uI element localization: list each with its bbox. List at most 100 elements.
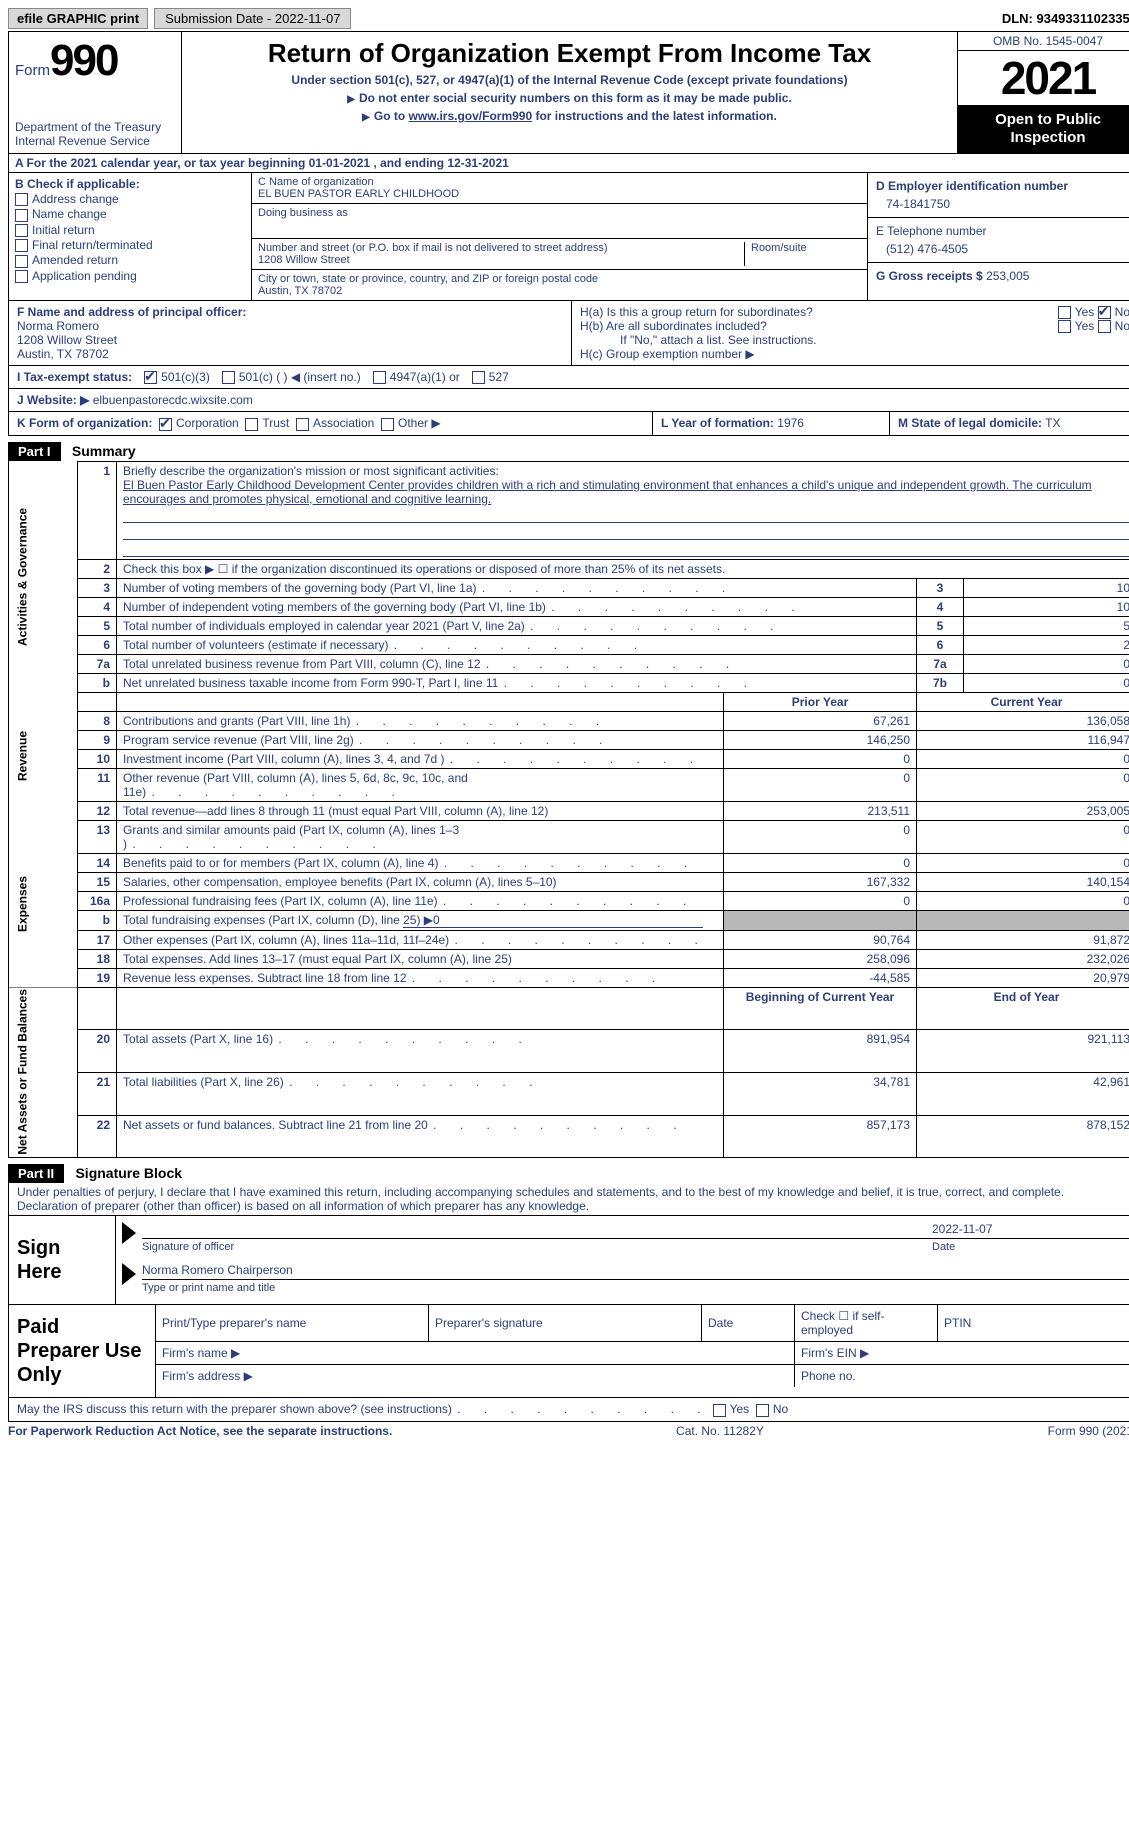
discuss-row: May the IRS discuss this return with the… — [8, 1398, 1129, 1421]
goto-pre: Go to — [374, 109, 409, 123]
dept-label: Department of the Treasury Internal Reve… — [15, 120, 175, 148]
addr-label: Number and street (or P.O. box if mail i… — [258, 242, 744, 254]
table-row: 22Net assets or fund balances. Subtract … — [9, 1115, 1129, 1158]
sign-name-label: Type or print name and title — [142, 1282, 1129, 1294]
prep-sig-label: Preparer's signature — [429, 1305, 702, 1342]
hb-label: H(b) Are all subordinates included? — [580, 319, 1058, 333]
q2-text: Check this box ▶ ☐ if the organization d… — [117, 559, 1129, 578]
footer-right: Form 990 (2021) — [1048, 1424, 1129, 1438]
calendar-year-row: A For the 2021 calendar year, or tax yea… — [8, 154, 1129, 172]
prep-name-label: Print/Type preparer's name — [156, 1305, 429, 1342]
vlabel-expenses: Expenses — [9, 820, 78, 987]
form-number: 990 — [50, 36, 117, 85]
officer-group-box: F Name and address of principal officer:… — [8, 301, 1129, 366]
phone-value: (512) 476-4505 — [876, 242, 1129, 256]
col-boy: Beginning of Current Year — [724, 987, 917, 1030]
tax-year: 2021 — [958, 51, 1129, 105]
officer-addr1: 1208 Willow Street — [17, 333, 563, 347]
check-final-return[interactable]: Final return/terminated — [15, 238, 245, 252]
vlabel-revenue: Revenue — [9, 692, 78, 820]
check-amended-return[interactable]: Amended return — [15, 253, 245, 267]
check-trust[interactable] — [245, 418, 258, 431]
subtitle-2: Do not enter social security numbers on … — [359, 91, 792, 105]
table-row: 11Other revenue (Part VIII, column (A), … — [9, 768, 1129, 801]
vlabel-activities: Activities & Governance — [9, 461, 78, 692]
form-word: Form — [15, 62, 50, 79]
table-row: 4 Number of independent voting members o… — [9, 597, 1129, 616]
m-label: M State of legal domicile: — [898, 416, 1042, 430]
website-row: J Website: ▶ elbuenpastorecdc.wixsite.co… — [8, 389, 1129, 412]
footer-left: For Paperwork Reduction Act Notice, see … — [8, 1424, 392, 1438]
table-row: 10Investment income (Part VIII, column (… — [9, 749, 1129, 768]
prep-date-label: Date — [702, 1305, 795, 1342]
hb-yes-check[interactable] — [1058, 320, 1071, 333]
table-row: 7a Total unrelated business revenue from… — [9, 654, 1129, 673]
table-row: 19Revenue less expenses. Subtract line 1… — [9, 968, 1129, 987]
ha-no-check[interactable] — [1098, 306, 1111, 319]
footer-mid: Cat. No. 11282Y — [676, 1424, 764, 1438]
gross-label: G Gross receipts $ — [876, 269, 983, 283]
ein-label: D Employer identification number — [876, 179, 1129, 193]
hc-label: H(c) Group exemption number ▶ — [580, 347, 1129, 361]
m-value: TX — [1045, 416, 1060, 430]
ein-value: 74-1841750 — [876, 197, 1129, 211]
korg-row: K Form of organization: Corporation Trus… — [8, 412, 1129, 435]
summary-table: Activities & Governance 1 Briefly descri… — [8, 461, 1129, 1159]
dba-label: Doing business as — [258, 207, 348, 235]
table-row: 9Program service revenue (Part VIII, lin… — [9, 730, 1129, 749]
col-prior: Prior Year — [724, 692, 917, 711]
table-row: Expenses13Grants and similar amounts pai… — [9, 820, 1129, 853]
q1-label: Briefly describe the organization's miss… — [123, 464, 499, 478]
submission-date-button[interactable]: Submission Date - 2022-11-07 — [154, 8, 351, 29]
firm-name-label: Firm's name ▶ — [156, 1342, 795, 1365]
table-row: 6 Total number of volunteers (estimate i… — [9, 635, 1129, 654]
irs-link[interactable]: www.irs.gov/Form990 — [409, 109, 533, 123]
penalties-text: Under penalties of perjury, I declare th… — [8, 1183, 1129, 1216]
part1-title: Summary — [72, 443, 136, 459]
efile-print-button[interactable]: efile GRAPHIC print — [8, 8, 148, 29]
q1-text: El Buen Pastor Early Childhood Developme… — [123, 478, 1092, 506]
sig-arrow-icon — [122, 1263, 136, 1285]
gross-value: 253,005 — [986, 269, 1029, 283]
check-assoc[interactable] — [296, 418, 309, 431]
form-title: Return of Organization Exempt From Incom… — [190, 38, 949, 69]
room-label: Room/suite — [751, 242, 807, 254]
prep-ptin-label: PTIN — [938, 1305, 1129, 1342]
ha-yes-check[interactable] — [1058, 306, 1071, 319]
tax-exempt-row: I Tax-exempt status: 501(c)(3) 501(c) ( … — [8, 366, 1129, 389]
check-corp[interactable] — [159, 418, 172, 431]
korg-label: K Form of organization: — [17, 416, 152, 430]
col-eoy: End of Year — [917, 987, 1129, 1030]
identity-box: B Check if applicable: Address change Na… — [8, 172, 1129, 301]
table-row: 3 Number of voting members of the govern… — [9, 578, 1129, 597]
sign-name-value: Norma Romero Chairperson — [142, 1263, 293, 1277]
check-initial-return[interactable]: Initial return — [15, 223, 245, 237]
discuss-yes-check[interactable] — [713, 1404, 726, 1417]
discuss-no-check[interactable] — [756, 1404, 769, 1417]
f-label: F Name and address of principal officer: — [17, 305, 563, 319]
firm-ein-label: Firm's EIN ▶ — [795, 1342, 1129, 1365]
hb-no-check[interactable] — [1098, 320, 1111, 333]
check-other[interactable] — [381, 418, 394, 431]
table-row: 18Total expenses. Add lines 13–17 (must … — [9, 949, 1129, 968]
sign-here-label: Sign Here — [9, 1216, 116, 1304]
dln-label: DLN: 93493311023352 — [1002, 11, 1129, 26]
check-527[interactable]: 527 — [472, 370, 509, 384]
c-name-label: C Name of organization — [258, 176, 861, 188]
phone-label: E Telephone number — [876, 224, 1129, 238]
check-501c[interactable]: 501(c) ( ) ◀ (insert no.) — [222, 370, 361, 384]
table-row: 16aProfessional fundraising fees (Part I… — [9, 891, 1129, 910]
check-501c3[interactable]: 501(c)(3) — [144, 370, 210, 384]
officer-addr2: Austin, TX 78702 — [17, 347, 563, 361]
hb-note: If "No," attach a list. See instructions… — [580, 333, 1129, 347]
firm-addr-label: Firm's address ▶ — [156, 1365, 795, 1388]
city-value: Austin, TX 78702 — [258, 285, 861, 297]
check-4947[interactable]: 4947(a)(1) or — [373, 370, 460, 384]
arrow-icon — [347, 91, 359, 105]
part2-header: Part II — [8, 1164, 64, 1183]
check-name-change[interactable]: Name change — [15, 207, 245, 221]
check-address-change[interactable]: Address change — [15, 192, 245, 206]
prep-self-employed: Check ☐ if self-employed — [795, 1305, 938, 1342]
goto-post: for instructions and the latest informat… — [532, 109, 777, 123]
check-application-pending[interactable]: Application pending — [15, 269, 245, 283]
